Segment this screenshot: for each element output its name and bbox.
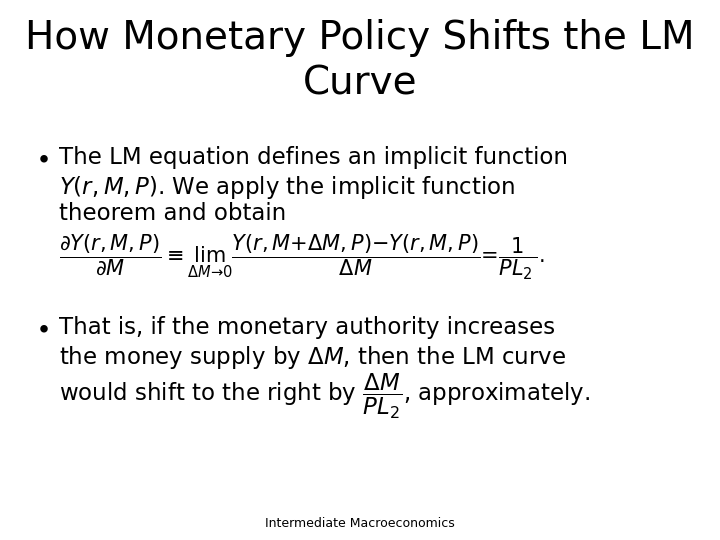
Text: $\bullet$: $\bullet$ [35,146,48,172]
Text: $\bullet$: $\bullet$ [35,316,48,342]
Text: $\dfrac{\partial Y(r,M,P)}{\partial M} \equiv \lim_{\Delta M \to 0} \dfrac{Y(r,M: $\dfrac{\partial Y(r,M,P)}{\partial M} \… [59,233,545,282]
Text: theorem and obtain: theorem and obtain [59,202,287,225]
Text: the money supply by $\Delta M$, then the LM curve: the money supply by $\Delta M$, then the… [59,344,566,371]
Text: The LM equation defines an implicit function: The LM equation defines an implicit func… [59,146,568,169]
Text: That is, if the monetary authority increases: That is, if the monetary authority incre… [59,316,555,339]
Text: Intermediate Macroeconomics: Intermediate Macroeconomics [265,517,455,530]
Text: How Monetary Policy Shifts the LM
Curve: How Monetary Policy Shifts the LM Curve [25,19,695,103]
Text: $Y(r, M, P)$. We apply the implicit function: $Y(r, M, P)$. We apply the implicit func… [59,174,516,201]
Text: would shift to the right by $\dfrac{\Delta M}{PL_2}$, approximately.: would shift to the right by $\dfrac{\Del… [59,372,590,421]
